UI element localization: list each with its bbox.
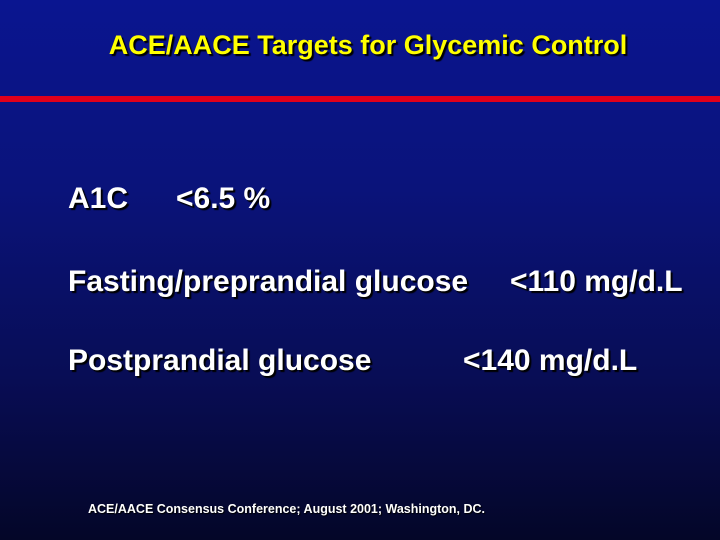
target-value-a1c: <6.5 % bbox=[176, 182, 271, 215]
title-divider bbox=[0, 96, 720, 102]
target-value-fasting-glucose: <110 mg/d.L bbox=[510, 265, 683, 298]
target-label-a1c: A1C bbox=[68, 182, 129, 215]
target-label-fasting-glucose: Fasting/preprandial glucose bbox=[68, 265, 469, 298]
slide-title: ACE/AACE Targets for Glycemic Control bbox=[108, 30, 628, 60]
source-footnote: ACE/AACE Consensus Conference; August 20… bbox=[88, 502, 486, 516]
target-label-postprandial-glucose: Postprandial glucose bbox=[68, 344, 372, 377]
target-value-postprandial-glucose: <140 mg/d.L bbox=[463, 344, 638, 377]
